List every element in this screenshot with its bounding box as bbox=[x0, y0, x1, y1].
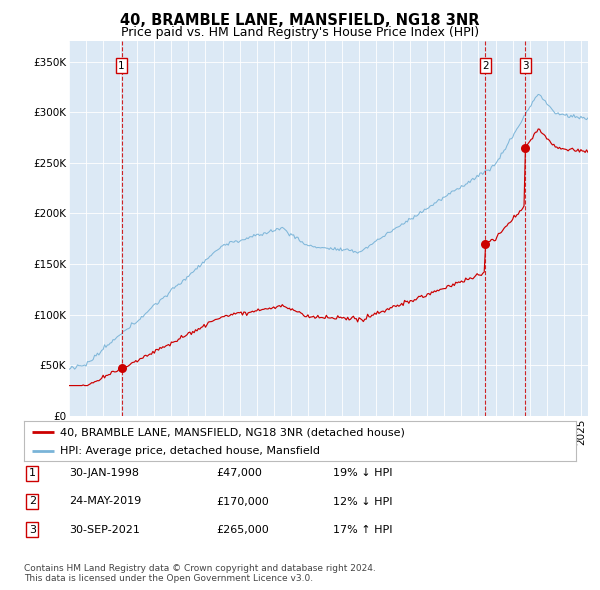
Text: £170,000: £170,000 bbox=[216, 497, 269, 506]
Text: HPI: Average price, detached house, Mansfield: HPI: Average price, detached house, Mans… bbox=[60, 445, 320, 455]
Text: £47,000: £47,000 bbox=[216, 468, 262, 478]
Text: Contains HM Land Registry data © Crown copyright and database right 2024.
This d: Contains HM Land Registry data © Crown c… bbox=[24, 563, 376, 583]
Text: 3: 3 bbox=[29, 525, 36, 535]
Text: 3: 3 bbox=[522, 61, 529, 71]
Text: 40, BRAMBLE LANE, MANSFIELD, NG18 3NR: 40, BRAMBLE LANE, MANSFIELD, NG18 3NR bbox=[120, 13, 480, 28]
Text: Price paid vs. HM Land Registry's House Price Index (HPI): Price paid vs. HM Land Registry's House … bbox=[121, 26, 479, 39]
Text: 12% ↓ HPI: 12% ↓ HPI bbox=[333, 497, 392, 506]
Text: 24-MAY-2019: 24-MAY-2019 bbox=[69, 497, 141, 506]
Text: 30-JAN-1998: 30-JAN-1998 bbox=[69, 468, 139, 478]
Text: 30-SEP-2021: 30-SEP-2021 bbox=[69, 525, 140, 535]
Text: 17% ↑ HPI: 17% ↑ HPI bbox=[333, 525, 392, 535]
Text: 2: 2 bbox=[29, 497, 36, 506]
Text: 1: 1 bbox=[118, 61, 125, 71]
Text: 19% ↓ HPI: 19% ↓ HPI bbox=[333, 468, 392, 478]
Text: 2: 2 bbox=[482, 61, 488, 71]
Text: £265,000: £265,000 bbox=[216, 525, 269, 535]
Text: 40, BRAMBLE LANE, MANSFIELD, NG18 3NR (detached house): 40, BRAMBLE LANE, MANSFIELD, NG18 3NR (d… bbox=[60, 427, 405, 437]
Text: 1: 1 bbox=[29, 468, 36, 478]
